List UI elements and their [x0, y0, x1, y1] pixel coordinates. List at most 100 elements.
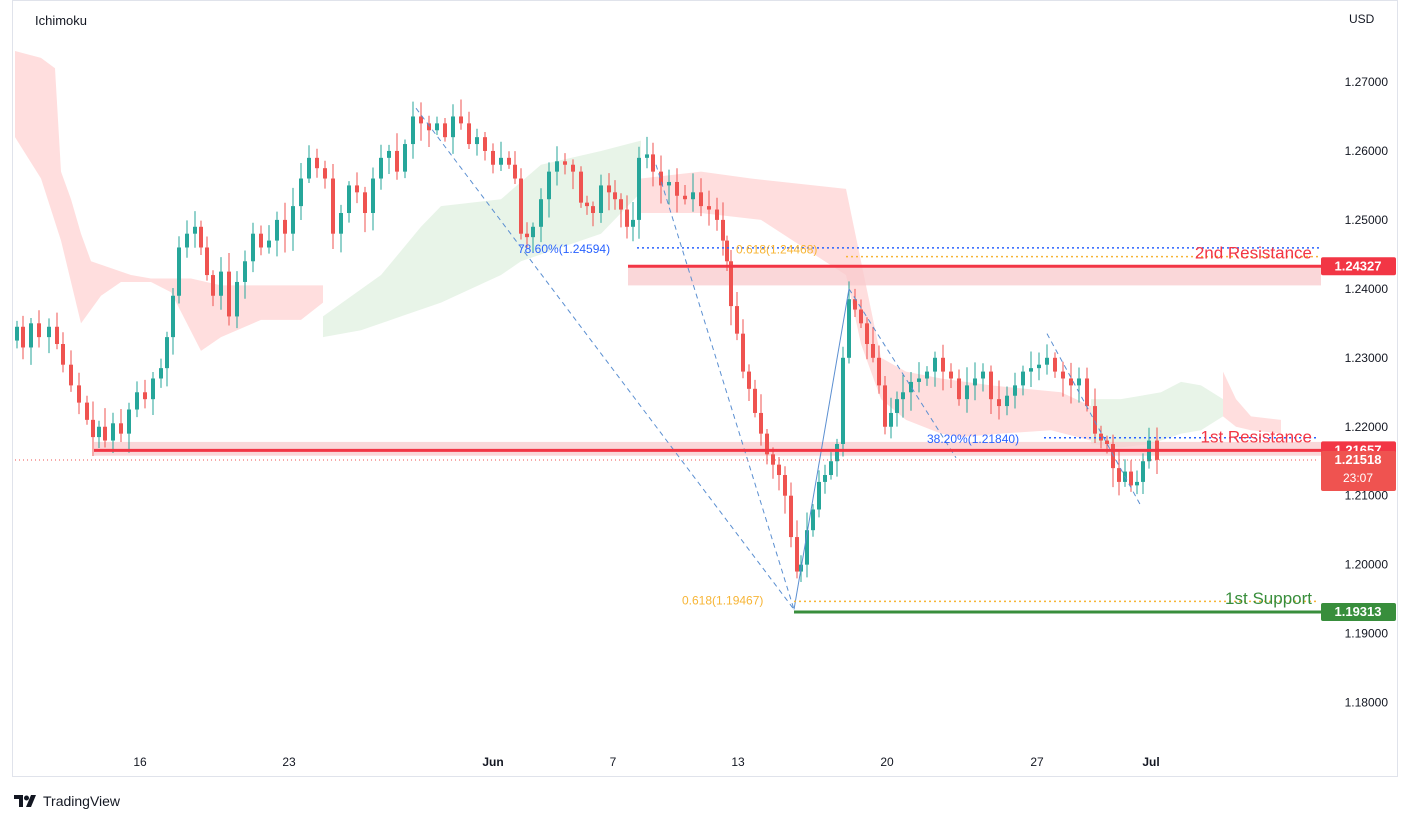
candle-body: [37, 323, 41, 338]
fib-trendline-2: [655, 164, 795, 610]
candle-body: [323, 168, 327, 179]
candle-body: [805, 530, 809, 565]
first-support-label: 1st Support: [1225, 589, 1312, 608]
candle-body: [403, 144, 407, 172]
second-resistance-label: 2nd Resistance: [1195, 243, 1312, 262]
candle-body: [1005, 395, 1009, 407]
candle-body: [547, 171, 551, 200]
candle-body: [829, 461, 833, 476]
candle-body: [29, 323, 33, 348]
candle-body: [859, 309, 863, 324]
candle-body: [835, 443, 839, 462]
ichimoku-cloud-bullish-2: [1091, 381, 1223, 448]
tradingview-logo-icon: [14, 795, 36, 807]
candle-body: [941, 357, 945, 372]
candle-body: [475, 137, 479, 145]
candle-body: [127, 409, 131, 434]
candle-body: [771, 454, 775, 465]
candle-body: [585, 202, 589, 207]
candle-body: [1053, 357, 1057, 372]
y-tick-label: 1.25000: [1345, 213, 1389, 227]
candle-body: [355, 185, 359, 193]
candle-body: [981, 371, 985, 379]
candle-body: [507, 157, 511, 165]
candle-body: [143, 392, 147, 400]
x-tick-label: 27: [1030, 755, 1044, 769]
candle-body: [625, 209, 629, 227]
candle-body: [715, 209, 719, 220]
candle-body: [783, 475, 787, 496]
candle-body: [645, 154, 649, 158]
candle-body: [997, 399, 1001, 407]
candle-body: [91, 419, 95, 438]
candle-body: [735, 306, 739, 334]
candle-body: [637, 157, 641, 220]
candle-body: [1093, 406, 1097, 434]
candle-body: [599, 185, 603, 214]
candle-body: [675, 181, 679, 196]
candle-body: [949, 371, 953, 379]
candle-body: [1021, 371, 1025, 386]
candle-body: [539, 199, 543, 227]
candle-body: [691, 192, 695, 200]
candle-body: [811, 509, 815, 531]
candle-body: [387, 150, 391, 158]
candle-body: [925, 371, 929, 379]
candle-body: [283, 219, 287, 234]
fib-trendline-4: [1046, 333, 1142, 507]
y-tick-label: 1.19000: [1345, 627, 1389, 641]
ichimoku-cloud-bearish-3: [1223, 371, 1281, 434]
candle-body: [483, 137, 487, 151]
x-tick-label: 16: [133, 755, 147, 769]
candle-body: [347, 185, 351, 214]
candle-body: [371, 178, 375, 214]
annotation-382: 38.20%(1.21840): [927, 432, 1019, 446]
candle-body: [119, 423, 123, 434]
y-tick-label: 1.23000: [1345, 351, 1389, 365]
first-support-tag-label: 1.19313: [1335, 604, 1382, 619]
candle-body: [865, 323, 869, 345]
candle-body: [901, 392, 905, 400]
y-tick-label: 1.27000: [1345, 75, 1389, 89]
candle-body: [1013, 385, 1017, 396]
candle-body: [759, 412, 763, 434]
ichimoku-cloud-bearish-1: [15, 50, 323, 351]
resistance-zone-2: [628, 266, 1321, 286]
candle-body: [519, 178, 523, 234]
ichimoku-cloud-bullish-1: [323, 140, 641, 338]
y-tick-label: 1.24000: [1345, 282, 1389, 296]
annotation-618-lower: 0.618(1.19467): [682, 593, 763, 607]
candle-body: [55, 326, 59, 345]
candle-body: [683, 195, 687, 200]
candle-body: [777, 464, 781, 476]
candle-body: [177, 247, 181, 296]
candle-body: [591, 206, 595, 214]
candle-body: [531, 226, 535, 238]
candle-body: [47, 326, 51, 338]
candle-body: [895, 399, 899, 413]
candle-body: [729, 261, 733, 307]
candle-body: [1111, 443, 1115, 469]
x-tick-label: Jul: [1142, 755, 1159, 769]
candle-body: [1061, 371, 1065, 379]
candle-body: [307, 157, 311, 179]
chart[interactable]: 2nd Resistance 1st Resistance 1st Support 7…: [13, 1, 1399, 778]
y-tick-label: 1.21000: [1345, 489, 1389, 503]
candle-body: [363, 192, 367, 214]
candle-body: [889, 412, 893, 427]
candle-body: [989, 371, 993, 400]
candle-body: [411, 116, 415, 145]
candle-body: [747, 371, 751, 389]
annotation-786: 78.60%(1.24594): [518, 242, 610, 256]
candle-body: [21, 326, 25, 348]
candle-body: [451, 116, 455, 138]
candle-body: [243, 261, 247, 282]
current-price-tag: [1321, 450, 1396, 491]
candle-body: [1045, 357, 1049, 365]
candle-body: [753, 388, 757, 413]
y-tick-label: 1.22000: [1345, 420, 1389, 434]
fib-trendline-main: [415, 107, 795, 610]
currency-label: USD: [1349, 12, 1375, 26]
indicator-label[interactable]: Ichimoku: [35, 13, 88, 28]
candle-body: [165, 337, 169, 369]
